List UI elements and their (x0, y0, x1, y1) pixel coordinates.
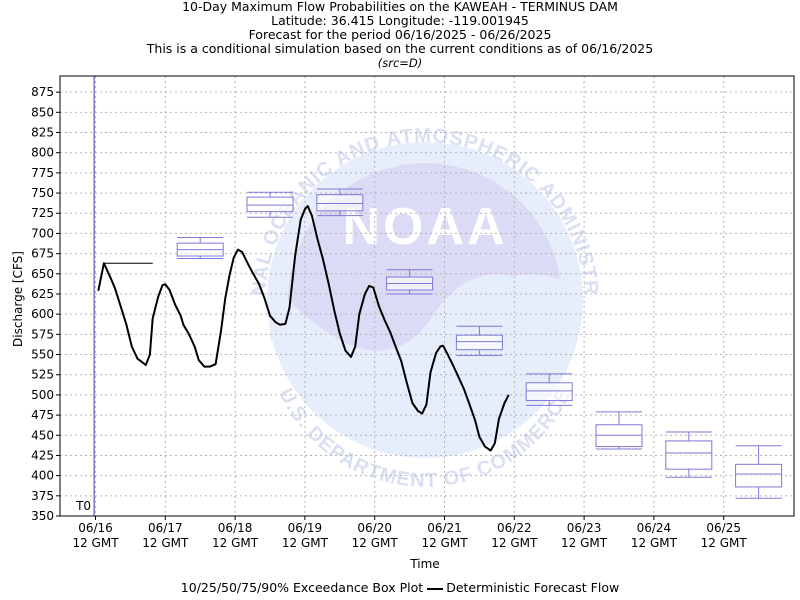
y-tick-label: 425 (31, 448, 54, 462)
y-tick-label: 600 (31, 307, 54, 321)
box-iqr (525, 382, 573, 402)
plot-frame (59, 75, 795, 517)
x-tick-time: 12 GMT (701, 536, 748, 550)
y-tick-label: 625 (31, 287, 54, 301)
x-tick-date: 06/17 (148, 521, 183, 535)
x-tick-date: 06/20 (357, 521, 392, 535)
y-axis-label: Discharge [CFS] (11, 251, 25, 347)
chart-location: Latitude: 36.415 Longitude: -119.001945 (271, 13, 529, 28)
y-tick-label: 875 (31, 85, 54, 99)
y-tick-label: 400 (31, 469, 54, 483)
y-tick-label: 475 (31, 408, 54, 422)
x-tick-time: 12 GMT (491, 536, 538, 550)
box-plot (665, 431, 713, 478)
deterministic-series (97, 205, 510, 452)
y-tick-label: 575 (31, 327, 54, 341)
legend-box-plot-label: 10/25/50/75/90% Exceedance Box Plot (180, 580, 424, 595)
y-tick-label: 750 (31, 186, 54, 200)
x-tick-date: 06/18 (218, 521, 253, 535)
box-plot (316, 188, 364, 217)
y-tick-label: 775 (31, 166, 54, 180)
box-iqr (455, 334, 503, 351)
y-tick-label: 800 (31, 146, 54, 160)
y-tick-label: 725 (31, 206, 54, 220)
box-iqr (316, 194, 364, 212)
axes: 350 375 400 425 450 475 500 525 550 575 600 625 650 6… (31, 75, 795, 550)
legend-line-swatch (427, 587, 444, 590)
x-tick-date: 06/22 (497, 521, 532, 535)
noaa-logo-text: NOAA (342, 198, 507, 256)
deterministic-flow-line (97, 205, 510, 452)
x-tick-time: 12 GMT (142, 536, 189, 550)
x-tick-time: 12 GMT (561, 536, 608, 550)
box-plots (176, 188, 783, 499)
chart-source: (src=D) (377, 56, 423, 70)
box-iqr (665, 440, 713, 470)
t0-label: T0 (75, 499, 91, 513)
legend-deterministic-label: Deterministic Forecast Flow (446, 580, 620, 595)
y-tick-label: 375 (31, 489, 54, 503)
y-tick-label: 850 (31, 105, 54, 119)
y-tick-label: 825 (31, 126, 54, 140)
x-tick-date: 06/25 (706, 521, 741, 535)
x-tick-time: 12 GMT (72, 536, 119, 550)
box-plot (525, 373, 573, 406)
x-tick-date: 06/16 (78, 521, 113, 535)
noaa-watermark-logo: NOAA NATIONAL OCEANIC AND ATMOSPHERIC AD… (0, 0, 601, 492)
x-tick-time: 12 GMT (421, 536, 468, 550)
x-tick-date: 06/21 (427, 521, 462, 535)
box-iqr (246, 196, 294, 213)
x-axis-label: Time (409, 557, 439, 571)
y-tick-label: 350 (31, 509, 54, 523)
x-tick-time: 12 GMT (631, 536, 678, 550)
x-tick-time: 12 GMT (282, 536, 329, 550)
y-tick-label: 450 (31, 428, 54, 442)
chart-header: 10-Day Maximum Flow Probabilities on the… (0, 0, 800, 70)
y-tick-label: 700 (31, 226, 54, 240)
y-tick-label: 550 (31, 348, 54, 362)
x-tick-date: 06/24 (637, 521, 672, 535)
box-plot (455, 325, 503, 356)
box-iqr (735, 463, 783, 488)
chart-legend: 10/25/50/75/90% Exceedance Box Plot Deter… (0, 580, 800, 595)
x-tick-date: 06/23 (567, 521, 602, 535)
y-tick-label: 525 (31, 368, 54, 382)
y-tick-label: 650 (31, 267, 54, 281)
y-tick-label: 500 (31, 388, 54, 402)
chart-title: 10-Day Maximum Flow Probabilities on the… (182, 0, 618, 14)
chart-note: This is a conditional simulation based o… (146, 41, 654, 56)
x-tick-time: 12 GMT (352, 536, 399, 550)
box-plot (386, 269, 434, 295)
x-tick-date: 06/19 (288, 521, 323, 535)
box-plot (176, 236, 224, 259)
box-plot (735, 445, 783, 499)
box-plot (595, 411, 643, 450)
chart-period: Forecast for the period 06/16/2025 - 06/… (248, 27, 552, 42)
y-tick-label: 675 (31, 247, 54, 261)
x-tick-time: 12 GMT (212, 536, 259, 550)
box-plot (246, 191, 294, 218)
